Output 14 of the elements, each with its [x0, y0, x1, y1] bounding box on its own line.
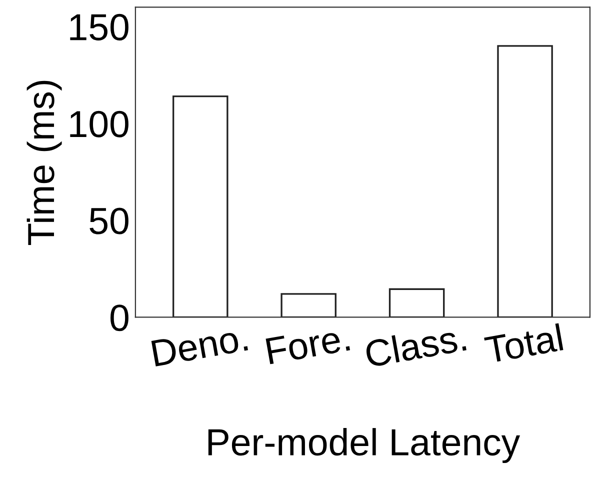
- y-tick-label: 100: [70, 110, 128, 138]
- bar: [388, 288, 445, 318]
- x-tick-label: Fore.: [266, 324, 350, 365]
- bar: [172, 95, 228, 318]
- x-tick-label: Deno.: [151, 324, 248, 367]
- y-tick-label: 150: [70, 14, 128, 40]
- x-axis-title: Per-model Latency: [208, 428, 520, 464]
- y-tick-label: 0: [110, 304, 128, 332]
- x-tick-label: Total: [484, 323, 564, 364]
- bar: [497, 45, 553, 318]
- bar: [280, 293, 336, 318]
- y-tick-label: 50: [90, 208, 128, 234]
- x-tick-label: Class.: [364, 323, 466, 368]
- y-axis-title: Time (ms): [26, 80, 62, 245]
